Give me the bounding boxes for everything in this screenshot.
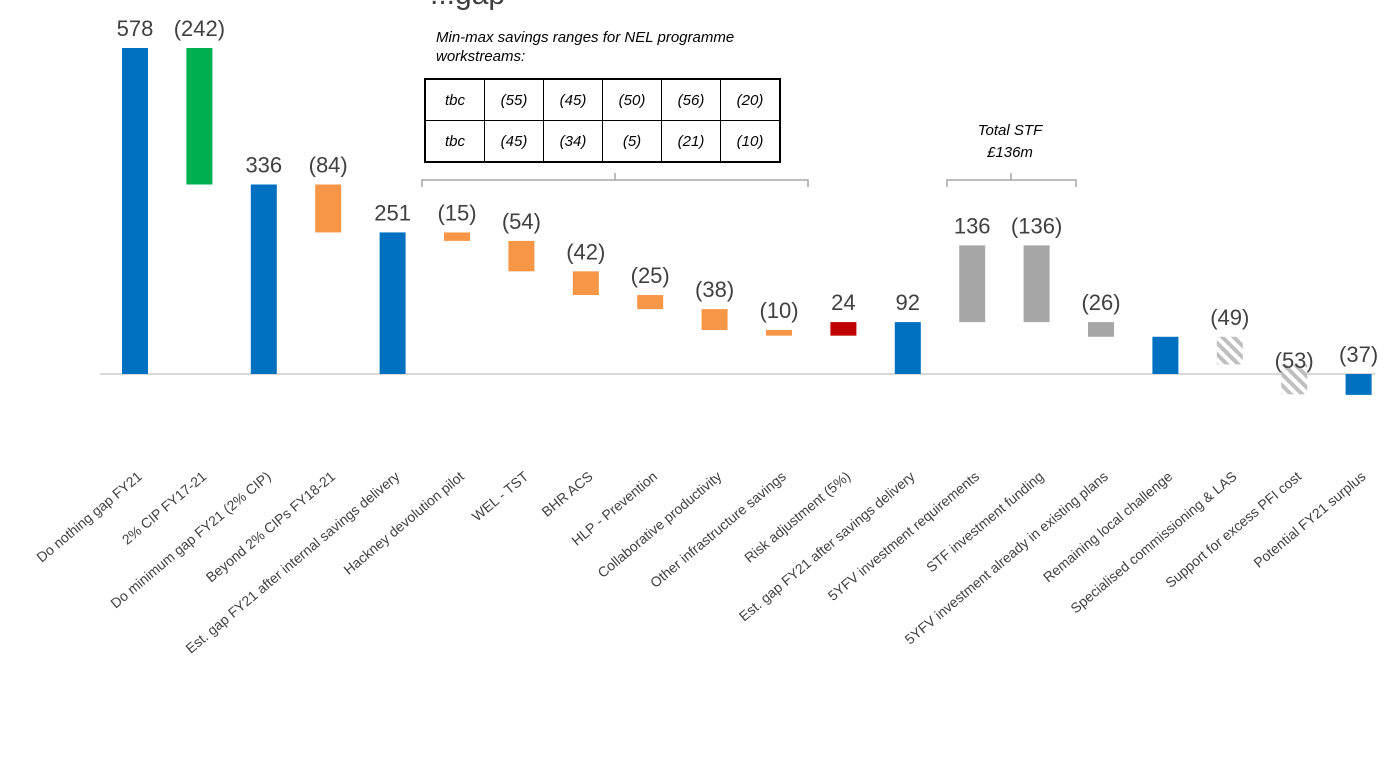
waterfall-bar [444, 232, 470, 241]
table-cell: (45) [543, 78, 603, 121]
waterfall-bar [1088, 322, 1114, 337]
table-cell: (20) [720, 78, 781, 121]
bar-value-label: (84) [309, 152, 348, 177]
bar-value-label: (38) [695, 277, 734, 302]
table-cell: (50) [602, 78, 662, 121]
category-label: Risk adjustment (5%) [741, 468, 853, 566]
table-cell: (55) [484, 78, 544, 121]
category-label: Hackney devolution pilot [340, 468, 467, 578]
waterfall-bar [1281, 364, 1308, 395]
bar-value-label: (26) [1081, 290, 1120, 315]
table-row: tbc (55) (45) (50) (56) (20) [424, 78, 781, 121]
bar-value-label: 336 [245, 152, 282, 177]
stf-annotation-line1: Total STF [977, 122, 1043, 139]
bar-value-label: (54) [502, 209, 541, 234]
bar-value-label: 136 [954, 213, 991, 238]
category-label: WEL - TST [469, 468, 532, 525]
nel-bracket [421, 173, 809, 187]
table-cell: tbc [424, 78, 485, 121]
waterfall-bar [186, 48, 213, 185]
table-cell: (34) [543, 120, 603, 163]
waterfall-bar [250, 184, 277, 374]
category-label: Other infrastructure savings [647, 468, 789, 591]
stf-annotation: Total STF £136m [940, 120, 1080, 164]
bar-value-label: (25) [631, 263, 670, 288]
category-label: Collaborative productivity [594, 468, 724, 581]
bar-value-label: 251 [374, 200, 411, 225]
waterfall-bar [830, 322, 857, 336]
bar-value-label: (242) [174, 16, 225, 41]
table-cell: (21) [661, 120, 721, 163]
bar-value-label: (10) [759, 298, 798, 323]
waterfall-bar [379, 232, 406, 374]
category-label: BHR ACS [538, 468, 595, 520]
waterfall-bar [959, 245, 986, 323]
stf-annotation-line2: £136m [987, 144, 1033, 161]
waterfall-bar [894, 322, 921, 374]
chart-title: ...gap [430, 0, 505, 12]
nel-savings-table: tbc (55) (45) (50) (56) (20) tbc (45) (3… [424, 78, 781, 163]
waterfall-bar [1152, 336, 1179, 374]
waterfall-bar [315, 184, 342, 233]
table-row: tbc (45) (34) (5) (21) (10) [424, 120, 781, 163]
nel-table-title: Min-max savings ranges for NEL programme… [436, 29, 735, 65]
waterfall-bar [1216, 336, 1243, 365]
bar-value-label: (37) [1339, 342, 1378, 367]
table-cell: (56) [661, 78, 721, 121]
category-label: Remaining local challenge [1040, 468, 1176, 585]
bar-value-label: (136) [1011, 213, 1062, 238]
bar-value-label: (42) [566, 239, 605, 264]
category-label: Do nothing gap FY21 [33, 468, 145, 565]
table-cell: (5) [602, 120, 662, 163]
waterfall-bar [572, 271, 599, 296]
table-cell: (45) [484, 120, 544, 163]
bar-value-label: (53) [1275, 348, 1314, 373]
bar-value-label: 578 [117, 16, 154, 41]
category-label: Beyond 2% CIPs FY18-21 [203, 468, 339, 585]
waterfall-bar [508, 240, 535, 272]
waterfall-bar [637, 295, 664, 310]
bar-value-label: (49) [1210, 305, 1249, 330]
waterfall-bar [766, 330, 792, 336]
bar-value-label: (15) [437, 200, 476, 225]
table-cell: (10) [720, 120, 781, 163]
waterfall-bar [1345, 374, 1372, 395]
bar-value-label: 92 [896, 290, 920, 315]
bar-value-label: 24 [831, 290, 855, 315]
waterfall-bar [122, 48, 148, 374]
category-label: Support for excess PFI cost [1162, 468, 1304, 591]
waterfall-bar [1023, 245, 1050, 323]
category-label: STF investment funding [923, 468, 1047, 575]
waterfall-bar [701, 309, 728, 331]
category-label: Potential FY21 surplus [1250, 468, 1368, 571]
stf-bracket [946, 173, 1077, 187]
table-cell: tbc [424, 120, 485, 163]
